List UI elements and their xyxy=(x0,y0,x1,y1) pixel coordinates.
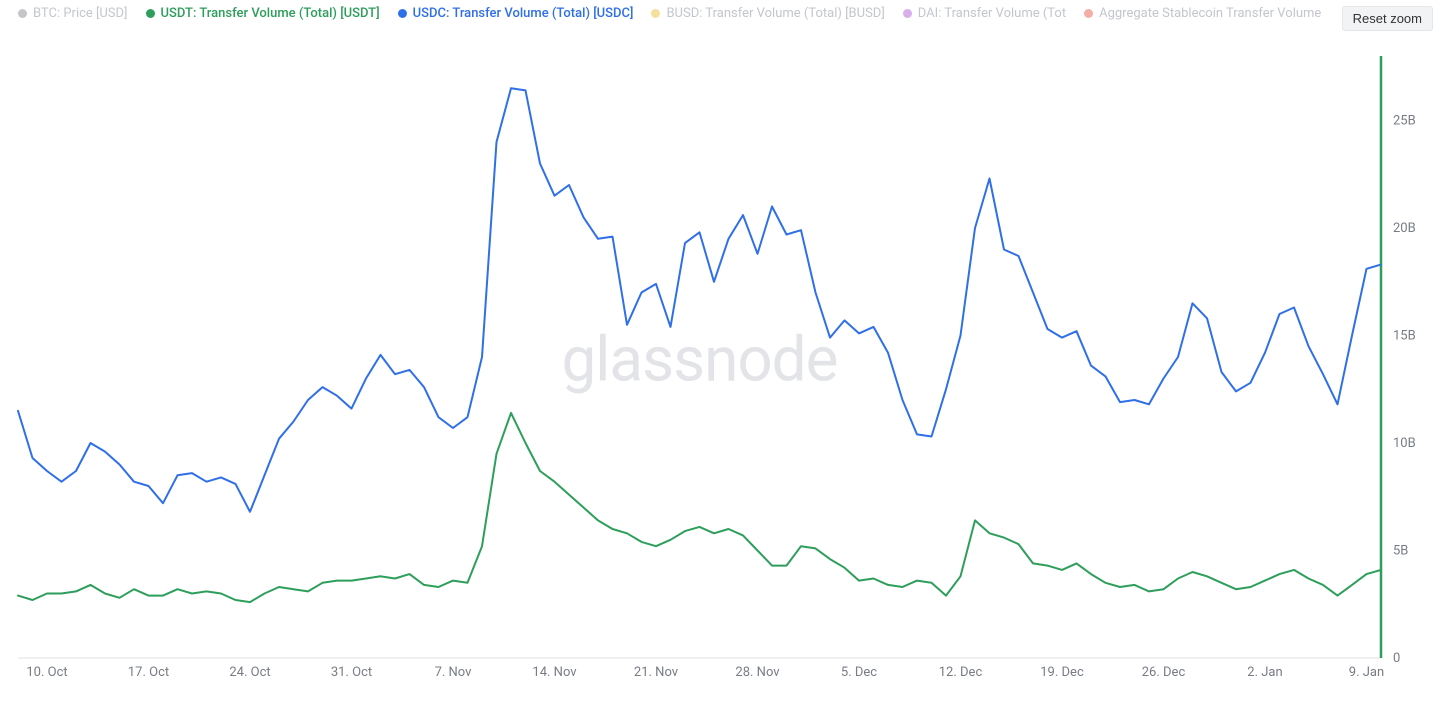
legend-label: BUSD: Transfer Volume (Total) [BUSD] xyxy=(666,6,884,21)
legend-item-agg[interactable]: Aggregate Stablecoin Transfer Volume xyxy=(1084,6,1321,21)
legend-dot-icon xyxy=(146,9,155,18)
x-tick-label: 28. Nov xyxy=(735,665,780,680)
legend-dot-icon xyxy=(18,9,27,18)
legend-item-btc[interactable]: BTC: Price [USD] xyxy=(18,6,128,21)
legend-item-usdc[interactable]: USDC: Transfer Volume (Total) [USDC] xyxy=(398,6,634,21)
x-tick-label: 10. Oct xyxy=(26,665,67,680)
x-tick-label: 2. Jan xyxy=(1247,665,1282,680)
x-tick-label: 9. Jan xyxy=(1349,665,1384,680)
legend-label: DAI: Transfer Volume (Tot xyxy=(918,6,1066,21)
legend-label: BTC: Price [USD] xyxy=(33,6,128,21)
legend-item-dai[interactable]: DAI: Transfer Volume (Tot xyxy=(903,6,1066,21)
x-tick-label: 14. Nov xyxy=(532,665,577,680)
reset-zoom-button[interactable]: Reset zoom xyxy=(1342,6,1433,31)
y-tick-label: 20B xyxy=(1393,221,1416,236)
x-tick-label: 21. Nov xyxy=(634,665,679,680)
chart-svg: glassnode 10. Oct 17. Oct 24. Oct 31. Oct 7. … xyxy=(18,56,1381,680)
legend-dot-icon xyxy=(651,9,660,18)
series-usdt xyxy=(18,413,1381,602)
legend-label: Aggregate Stablecoin Transfer Volume xyxy=(1099,6,1321,21)
y-tick-label: 5B xyxy=(1393,544,1408,559)
y-tick-label: 0 xyxy=(1393,651,1400,666)
y-tick-label: 10B xyxy=(1393,436,1416,451)
legend-item-usdt[interactable]: USDT: Transfer Volume (Total) [USDT] xyxy=(146,6,380,21)
legend-item-busd[interactable]: BUSD: Transfer Volume (Total) [BUSD] xyxy=(651,6,884,21)
x-tick-label: 12. Dec xyxy=(939,665,983,680)
y-tick-label: 25B xyxy=(1393,114,1416,129)
legend-dot-icon xyxy=(903,9,912,18)
x-tick-label: 26. Dec xyxy=(1142,665,1186,680)
legend-label: USDC: Transfer Volume (Total) [USDC] xyxy=(413,6,634,21)
y-tick-label: 15B xyxy=(1393,329,1416,344)
chart-legend: BTC: Price [USD] USDT: Transfer Volume (T… xyxy=(18,6,1343,21)
x-tick-label: 24. Oct xyxy=(229,665,270,680)
legend-dot-icon xyxy=(398,9,407,18)
x-tick-label: 31. Oct xyxy=(331,665,372,680)
legend-dot-icon xyxy=(1084,9,1093,18)
x-tick-label: 17. Oct xyxy=(128,665,169,680)
legend-label: USDT: Transfer Volume (Total) [USDT] xyxy=(161,6,380,21)
x-tick-label: 19. Dec xyxy=(1040,665,1084,680)
watermark-text: glassnode xyxy=(561,323,837,396)
series-usdc xyxy=(18,88,1381,512)
x-tick-label: 5. Dec xyxy=(841,665,877,680)
chart-plot-area[interactable]: glassnode 10. Oct 17. Oct 24. Oct 31. Oct 7. … xyxy=(18,56,1381,680)
x-tick-label: 7. Nov xyxy=(435,665,473,680)
